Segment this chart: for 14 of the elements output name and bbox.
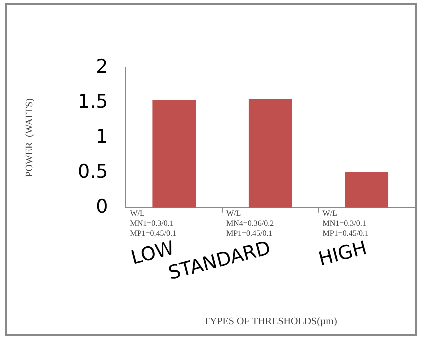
text: W/L MN1=0.3/0.1 MP1=0.45/0.1	[130, 208, 177, 238]
bar	[248, 99, 292, 208]
y-tick-label: 1	[96, 126, 108, 148]
bar	[152, 100, 196, 208]
x-tick-label: HIGH	[316, 237, 370, 271]
y-tick-label: 0	[96, 196, 108, 218]
y-tick-label: 0.5	[78, 160, 108, 183]
text: W/L MN4=0.36/0.2 MP1=0.45/0.1	[226, 208, 274, 238]
x-axis-title: TYPES OF THRESHOLDS(µm)	[204, 316, 338, 328]
y-axis-title: POWER (WATTS)	[24, 98, 36, 178]
text: W/L MN1=0.3/0.1 MP1=0.45/0.1	[322, 208, 370, 238]
y-tick-label: 2	[96, 56, 108, 78]
bar	[345, 172, 389, 208]
y-tick-label: 1.5	[78, 90, 108, 113]
